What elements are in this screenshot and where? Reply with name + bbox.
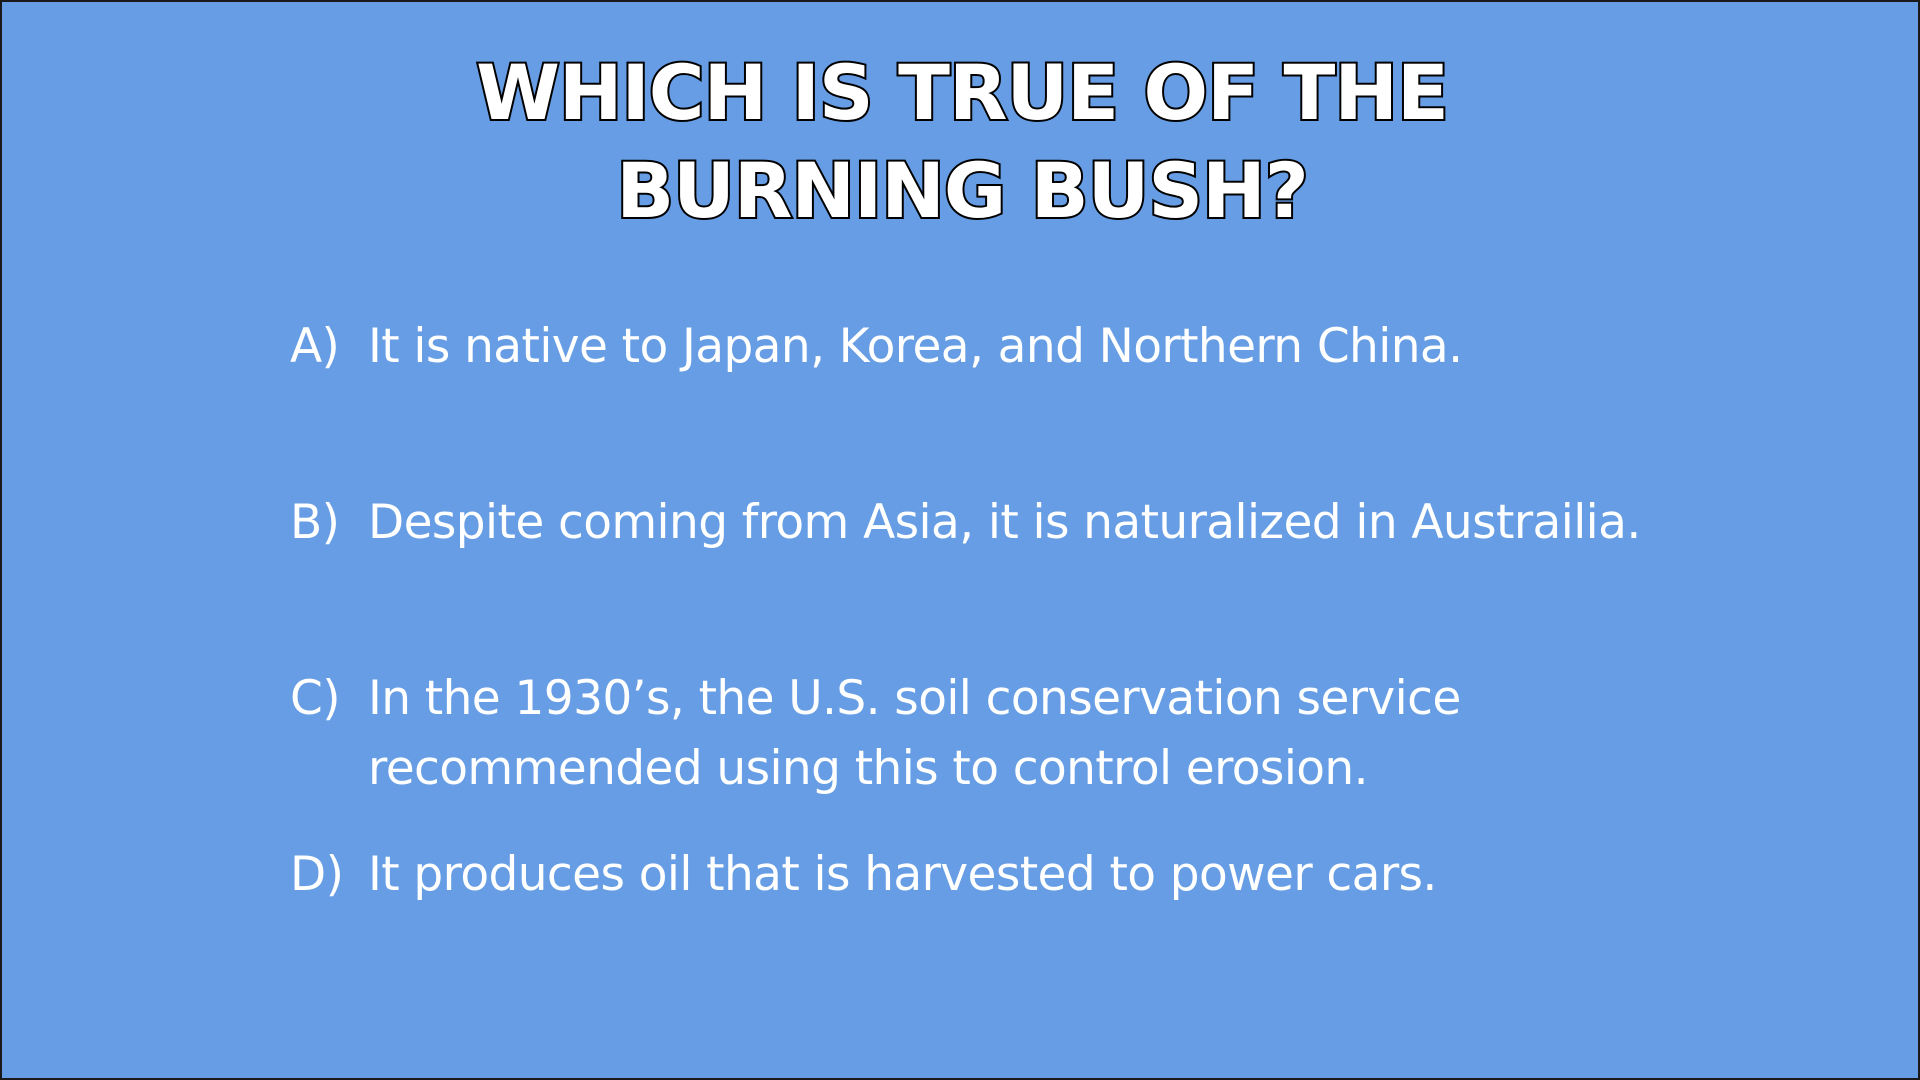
answer-letter: B) xyxy=(290,495,340,550)
title-line: WHICH IS TRUE OF THE xyxy=(474,46,1451,139)
answer-letter: D) xyxy=(290,847,344,902)
answer-option-a[interactable]: A) It is native to Japan, Korea, and Nor… xyxy=(290,312,1650,382)
answer-option-c[interactable]: C) In the 1930’s, the U.S. soil conserva… xyxy=(290,664,1650,804)
answer-letter: A) xyxy=(290,319,340,374)
answer-option-d[interactable]: D) It produces oil that is harvested to … xyxy=(290,840,1650,910)
answer-text: Despite coming from Asia, it is naturali… xyxy=(368,495,1641,550)
answer-text: It is native to Japan, Korea, and Northe… xyxy=(368,319,1463,374)
title-line: BURNING BUSH? xyxy=(614,144,1311,237)
answer-text: In the 1930’s, the U.S. soil conservatio… xyxy=(368,671,1461,796)
answer-text: It produces oil that is harvested to pow… xyxy=(368,847,1437,902)
answer-option-b[interactable]: B) Despite coming from Asia, it is natur… xyxy=(290,488,1650,558)
slide-title: WHICH IS TRUE OF THE BURNING BUSH? xyxy=(2,44,1920,240)
answer-letter: C) xyxy=(290,671,341,726)
